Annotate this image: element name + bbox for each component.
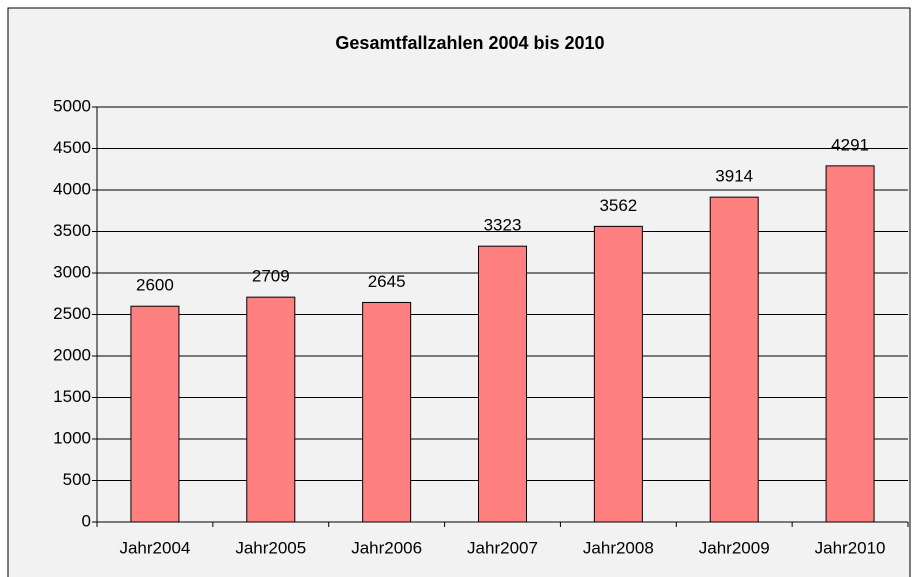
data-label: 3562 — [599, 196, 637, 215]
x-tick-label: Jahr2008 — [583, 538, 654, 557]
y-tick-label: 1000 — [53, 428, 91, 447]
data-label: 3323 — [484, 216, 522, 235]
bar — [825, 165, 875, 523]
data-label: 2709 — [252, 267, 290, 286]
x-tick-label: Jahr2005 — [235, 538, 306, 557]
y-tick-label: 3500 — [53, 221, 91, 240]
y-tick-label: 4000 — [53, 179, 91, 198]
x-tick-label: Jahr2006 — [351, 538, 422, 557]
y-tick-label: 500 — [63, 470, 91, 489]
y-tick-label: 5000 — [53, 96, 91, 115]
bar — [362, 301, 412, 523]
data-label: 2645 — [368, 272, 406, 291]
y-tick-label: 2500 — [53, 304, 91, 323]
x-tick-label: Jahr2007 — [467, 538, 538, 557]
bar — [130, 305, 180, 523]
bar — [709, 196, 759, 523]
x-tick-label: Jahr2009 — [699, 538, 770, 557]
y-tick-label: 2000 — [53, 345, 91, 364]
bar — [478, 245, 527, 523]
bar — [246, 296, 296, 523]
bar — [593, 225, 643, 523]
y-tick-label: 4500 — [53, 138, 91, 157]
data-label: 2600 — [136, 276, 174, 295]
data-label: 4291 — [831, 135, 869, 154]
y-tick-label: 3000 — [53, 262, 91, 281]
y-tick-label: 0 — [82, 511, 91, 530]
y-tick-label: 1500 — [53, 387, 91, 406]
x-tick-label: Jahr2004 — [119, 538, 190, 557]
x-tick-label: Jahr2010 — [815, 538, 886, 557]
chart-title: Gesamtfallzahlen 2004 bis 2010 — [335, 33, 604, 53]
data-label: 3914 — [715, 167, 753, 186]
